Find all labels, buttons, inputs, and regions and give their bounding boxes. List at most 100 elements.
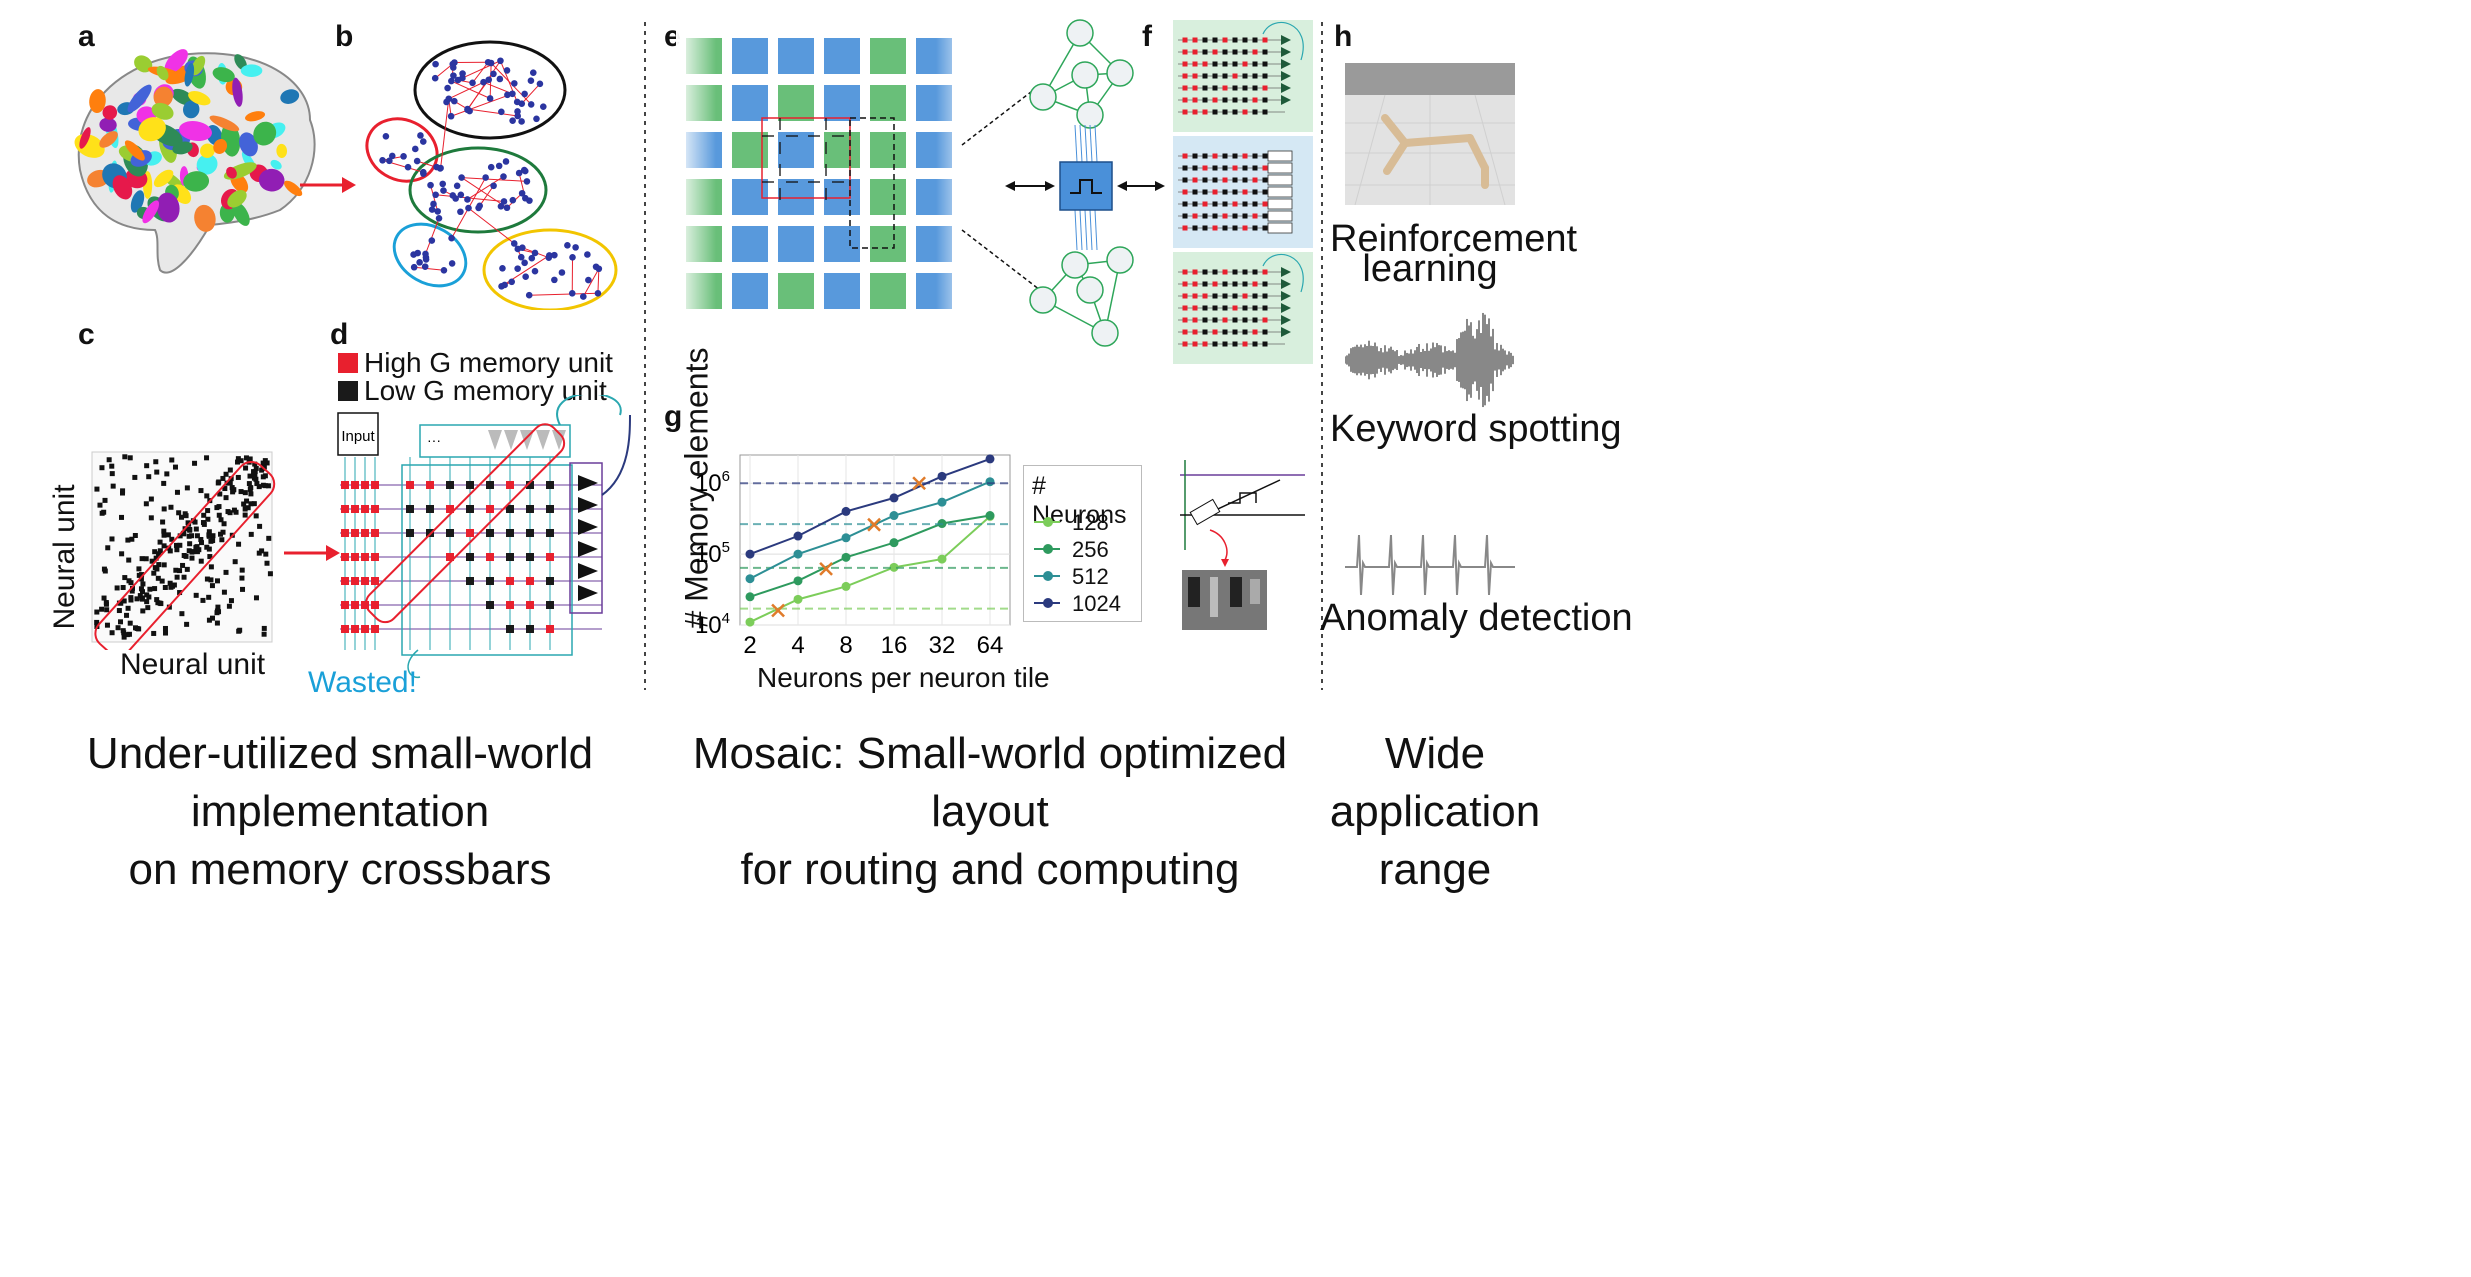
tile-high-g-unit [1182, 269, 1188, 275]
high-g-memory-unit [466, 529, 474, 537]
brain-region [227, 190, 247, 208]
network-node [523, 178, 531, 185]
matrix-cell [263, 551, 269, 557]
network-node [496, 75, 504, 83]
matrix-cell [146, 474, 152, 480]
matrix-cell [109, 471, 115, 477]
matrix-cell [181, 574, 187, 580]
tile-low-g-unit [1242, 165, 1248, 171]
tile-recurrent-link [1262, 21, 1304, 61]
tile-low-g-unit [1222, 73, 1228, 79]
tile-high-g-unit [1192, 85, 1198, 91]
tile-low-g-unit [1232, 317, 1238, 323]
high-g-memory-unit [546, 553, 554, 561]
matrix-cell [261, 631, 267, 637]
network-node [422, 256, 430, 263]
matrix-cell [194, 533, 200, 539]
network-node [510, 240, 518, 247]
output-neuron-triangle [578, 541, 598, 557]
brain-region [200, 143, 215, 158]
tile-low-g-unit [1212, 37, 1218, 43]
brain-region [164, 49, 188, 74]
matrix-cell [179, 611, 185, 617]
tile-high-g-unit [1212, 189, 1218, 195]
zoom-lines [961, 84, 1041, 291]
low-g-memory-unit [546, 601, 554, 609]
tile-low-g-unit [1262, 109, 1268, 115]
low-g-memory-unit [546, 481, 554, 489]
tile-low-g-unit [1212, 177, 1218, 183]
low-g-memory-unit [466, 481, 474, 489]
matrix-cell [247, 473, 253, 479]
network-edge [467, 176, 504, 200]
panel-label-h: h [1334, 20, 1353, 53]
tile-high-g-unit [1212, 225, 1218, 231]
matrix-cell [139, 596, 145, 602]
matrix-cell [127, 620, 133, 626]
tile-high-g-unit [1192, 317, 1198, 323]
network-node [497, 57, 504, 65]
brain-region [284, 180, 303, 197]
series-line-256 [749, 514, 991, 598]
brain-region [196, 154, 218, 175]
data-point-1024 [793, 531, 803, 541]
network-node [508, 278, 516, 286]
series-line-1024 [749, 457, 991, 556]
high-g-memory-unit [341, 625, 349, 633]
matrix-cell [179, 514, 185, 520]
network-node [410, 263, 418, 271]
matrix-cell [256, 484, 262, 490]
brain-region [191, 55, 206, 76]
output-neuron-triangle [578, 519, 598, 535]
tile-low-g-unit [1232, 293, 1238, 299]
low-g-memory-unit [446, 529, 454, 537]
tile-high-g-unit [1202, 109, 1208, 115]
network-edge [461, 177, 527, 182]
tile-high-g-unit [1202, 293, 1208, 299]
matrix-cell [205, 516, 211, 522]
routing-buffer-box [1267, 210, 1293, 222]
tile-low-g-unit [1212, 293, 1218, 299]
routing-tile [778, 38, 814, 74]
network-edge [450, 93, 513, 117]
matrix-cell [161, 562, 167, 568]
routing-buffer-box [1267, 222, 1293, 234]
matrix-cell [122, 575, 128, 581]
matrix-cell [144, 463, 150, 469]
matrix-cell [168, 584, 174, 590]
tile-low-g-unit [1212, 269, 1218, 275]
brain-region [153, 86, 173, 108]
matrix-cell [94, 619, 100, 625]
tile-crossbar-detail [1173, 20, 1313, 364]
low-g-memory-unit [486, 529, 494, 537]
matrix-cell [152, 549, 158, 555]
matrix-cell [235, 474, 241, 480]
routing-tile [824, 179, 860, 215]
matrix-cell [144, 592, 150, 598]
low-g-memory-unit [526, 505, 534, 513]
low-g-memory-unit [486, 481, 494, 489]
tile-high-g-unit [1192, 97, 1198, 103]
neuron-node [1106, 59, 1134, 87]
tile-high-g-unit [1192, 269, 1198, 275]
network-node [480, 78, 487, 86]
matrix-cell [235, 459, 241, 465]
network-node [428, 237, 436, 244]
tile-low-g-unit [1232, 153, 1238, 159]
top-neuron-triangle [488, 430, 502, 450]
routing-tile [778, 226, 814, 262]
low-g-memory-unit [526, 481, 534, 489]
matrix-cell [248, 491, 254, 497]
brain-region [184, 63, 195, 87]
data-point-128 [889, 562, 899, 572]
tile-neuron-triangle [1281, 279, 1291, 289]
tile-low-g-unit [1262, 153, 1268, 159]
tile-high-g-unit [1212, 281, 1218, 287]
network-edge [440, 98, 450, 169]
tile-high-g-unit [1242, 61, 1248, 67]
tile-low-g-unit [1232, 225, 1238, 231]
matrix-cell [219, 537, 225, 543]
tile-high-g-unit [1192, 281, 1198, 287]
compute-tile [870, 132, 906, 168]
legend-high-g-label: High G memory unit [364, 347, 613, 378]
